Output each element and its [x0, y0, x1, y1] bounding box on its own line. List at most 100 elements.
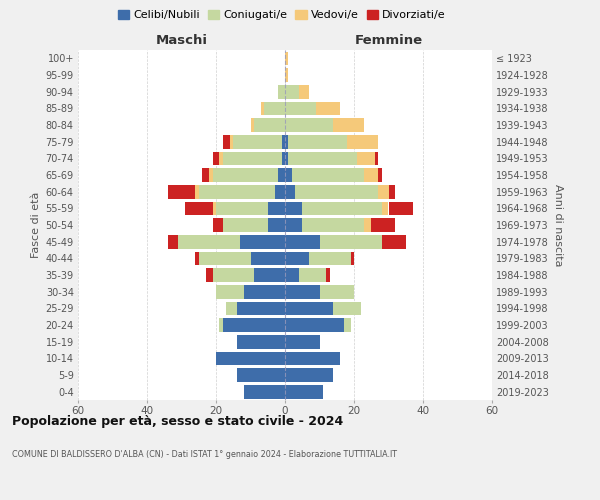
Bar [261, 102, 265, 115]
Bar [334, 302, 361, 315]
Bar [285, 185, 295, 198]
Bar [212, 218, 223, 232]
Bar [364, 218, 371, 232]
Bar [289, 152, 358, 165]
Bar [285, 318, 344, 332]
Bar [389, 185, 395, 198]
Bar [309, 252, 350, 265]
Bar [220, 318, 223, 332]
Bar [285, 252, 309, 265]
Bar [292, 168, 364, 182]
Bar [209, 168, 212, 182]
Bar [371, 218, 395, 232]
Bar [316, 102, 340, 115]
Bar [378, 168, 382, 182]
Bar [382, 235, 406, 248]
Bar [223, 218, 268, 232]
Bar [212, 168, 278, 182]
Bar [285, 202, 302, 215]
Bar [350, 252, 354, 265]
Bar [212, 202, 216, 215]
Bar [168, 185, 196, 198]
Bar [289, 135, 347, 148]
Bar [299, 85, 309, 98]
Text: Femmine: Femmine [355, 34, 422, 46]
Bar [223, 135, 230, 148]
Bar [285, 235, 320, 248]
Bar [285, 168, 292, 182]
Bar [364, 168, 378, 182]
Bar [244, 285, 285, 298]
Bar [285, 368, 334, 382]
Bar [374, 152, 378, 165]
Bar [344, 318, 350, 332]
Bar [233, 135, 281, 148]
Bar [254, 118, 285, 132]
Bar [285, 102, 316, 115]
Bar [285, 218, 302, 232]
Bar [302, 202, 382, 215]
Bar [212, 152, 220, 165]
Bar [226, 302, 237, 315]
Bar [237, 302, 285, 315]
Bar [240, 235, 285, 248]
Bar [216, 285, 244, 298]
Bar [168, 235, 178, 248]
Bar [230, 135, 233, 148]
Bar [278, 168, 285, 182]
Bar [206, 268, 212, 282]
Bar [285, 85, 299, 98]
Bar [382, 202, 389, 215]
Bar [223, 152, 281, 165]
Bar [285, 118, 334, 132]
Bar [347, 135, 378, 148]
Bar [278, 85, 285, 98]
Bar [244, 385, 285, 398]
Bar [220, 152, 223, 165]
Bar [389, 202, 413, 215]
Bar [265, 102, 285, 115]
Bar [295, 185, 378, 198]
Bar [334, 118, 364, 132]
Bar [237, 335, 285, 348]
Bar [254, 268, 285, 282]
Bar [299, 268, 326, 282]
Text: Popolazione per età, sesso e stato civile - 2024: Popolazione per età, sesso e stato civil… [12, 415, 343, 428]
Bar [285, 285, 320, 298]
Bar [212, 268, 254, 282]
Bar [285, 52, 289, 65]
Bar [281, 135, 285, 148]
Bar [285, 135, 289, 148]
Text: Maschi: Maschi [155, 34, 208, 46]
Bar [216, 202, 268, 215]
Bar [199, 185, 275, 198]
Y-axis label: Fasce di età: Fasce di età [31, 192, 41, 258]
Bar [285, 152, 289, 165]
Bar [268, 202, 285, 215]
Bar [199, 252, 251, 265]
Bar [216, 352, 285, 365]
Legend: Celibi/Nubili, Coniugati/e, Vedovi/e, Divorziati/e: Celibi/Nubili, Coniugati/e, Vedovi/e, Di… [114, 6, 450, 25]
Bar [285, 68, 289, 82]
Bar [378, 185, 389, 198]
Text: COMUNE DI BALDISSERO D'ALBA (CN) - Dati ISTAT 1° gennaio 2024 - Elaborazione TUT: COMUNE DI BALDISSERO D'ALBA (CN) - Dati … [12, 450, 397, 459]
Bar [251, 252, 285, 265]
Bar [202, 168, 209, 182]
Bar [285, 268, 299, 282]
Bar [285, 352, 340, 365]
Bar [281, 152, 285, 165]
Y-axis label: Anni di nascita: Anni di nascita [553, 184, 563, 266]
Bar [285, 335, 320, 348]
Bar [178, 235, 240, 248]
Bar [196, 252, 199, 265]
Bar [285, 385, 323, 398]
Bar [320, 285, 354, 298]
Bar [358, 152, 374, 165]
Bar [223, 318, 285, 332]
Bar [237, 368, 285, 382]
Bar [326, 268, 330, 282]
Bar [320, 235, 382, 248]
Bar [251, 118, 254, 132]
Bar [268, 218, 285, 232]
Bar [302, 218, 364, 232]
